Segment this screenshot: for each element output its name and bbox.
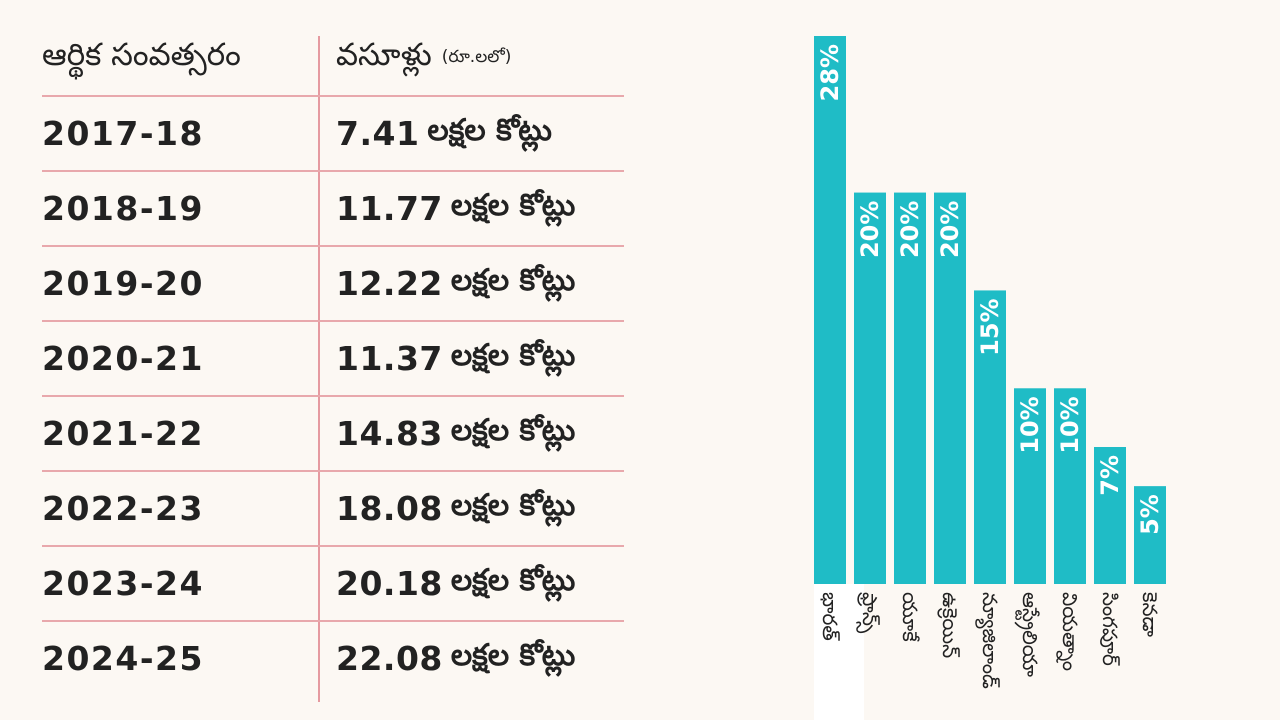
row-amount-value: 11.77	[336, 189, 443, 228]
header-collections-label: వసూళ్లు	[336, 37, 432, 73]
row-divider	[42, 469, 624, 472]
header-collections: వసూళ్లు (రూ.లలో)	[336, 22, 511, 95]
column-divider	[318, 36, 320, 702]
category-label: సింగపూర్	[1098, 592, 1122, 666]
row-divider	[42, 319, 624, 322]
bar-value-label: 5%	[1136, 494, 1164, 535]
row-divider	[42, 619, 624, 622]
category-label: న్యూజిలాండ్	[975, 592, 1002, 689]
row-amount: 20.18 లక్షల కోట్లు	[336, 547, 575, 620]
row-amount: 11.77 లక్షల కోట్లు	[336, 172, 575, 245]
row-year: 2019-20	[42, 264, 204, 303]
row-amount-value: 20.18	[336, 564, 443, 603]
row-amount-unit: లక్షల కోట్లు	[450, 487, 576, 523]
bar-2	[854, 192, 886, 585]
bar-8	[1094, 447, 1126, 584]
bar-value-label: 10%	[1016, 396, 1044, 453]
row-amount-unit: లక్షల కోట్లు	[450, 637, 576, 673]
bar-3	[894, 192, 926, 585]
table-row: 2023-24 20.18 లక్షల కోట్లు	[40, 547, 624, 622]
row-amount-unit: లక్షల కోట్లు	[450, 562, 576, 598]
category-label: వియత్నాం	[1056, 592, 1082, 671]
row-year: 2018-19	[42, 189, 204, 228]
bar-value-label: 20%	[856, 201, 884, 258]
bar-value-label: 7%	[1096, 455, 1124, 496]
header-unit-note: (రూ.లలో)	[441, 46, 512, 67]
table-header-row: ఆర్థిక సంవత్సరం వసూళ్లు (రూ.లలో)	[40, 22, 624, 97]
row-year: 2024-25	[42, 639, 204, 678]
table-row: 2018-19 11.77 లక్షల కోట్లు	[40, 172, 624, 247]
category-label: కెనడా	[1138, 592, 1162, 637]
bar-5	[974, 290, 1006, 584]
row-year: 2021-22	[42, 414, 204, 453]
collections-table: ఆర్థిక సంవత్సరం వసూళ్లు (రూ.లలో) 2017-18…	[40, 22, 624, 702]
bar-6	[1014, 388, 1046, 584]
row-amount: 22.08 లక్షల కోట్లు	[336, 622, 575, 695]
bar-value-label: 28%	[816, 44, 844, 101]
row-amount-value: 12.22	[336, 264, 443, 303]
row-year: 2017-18	[42, 114, 204, 153]
table-row: 2019-20 12.22 లక్షల కోట్లు	[40, 247, 624, 322]
highlight-column	[814, 584, 864, 720]
row-divider	[42, 244, 624, 247]
row-amount: 12.22 లక్షల కోట్లు	[336, 247, 575, 320]
row-divider	[42, 169, 624, 172]
row-amount-value: 11.37	[336, 339, 443, 378]
category-label: భారత్	[818, 592, 842, 641]
row-amount-unit: లక్షల కోట్లు	[450, 187, 576, 223]
row-amount-unit: లక్షల కోట్లు	[450, 337, 576, 373]
row-divider	[42, 394, 624, 397]
row-amount: 7.41 లక్షల కోట్లు	[336, 97, 552, 170]
row-amount: 11.37 లక్షల కోట్లు	[336, 322, 575, 395]
row-amount: 14.83 లక్షల కోట్లు	[336, 397, 575, 470]
row-year: 2022-23	[42, 489, 204, 528]
bar-value-label: 20%	[896, 201, 924, 258]
row-year: 2023-24	[42, 564, 204, 603]
category-label: ఫ్రాన్స్	[856, 591, 882, 634]
category-label: యూకే	[898, 592, 922, 642]
bar-chart-svg: 28% భారత్ 20% ఫ్రాన్స్ 20% యూకే 20% ఉక్రెయిన్ 15…	[814, 36, 1166, 720]
table-row: 2024-25 22.08 లక్షల కోట్లు	[40, 622, 624, 697]
tax-rate-bar-chart: 28% భారత్ 20% ఫ్రాన్స్ 20% యూకే 20% ఉక్రెయిన్ 15…	[800, 0, 1200, 720]
header-fiscal-year: ఆర్థిక సంవత్సరం	[42, 37, 241, 73]
category-label: ఆస్ట్రేలియా	[1014, 592, 1042, 677]
bar-4	[934, 192, 966, 585]
table-row: 2021-22 14.83 లక్షల కోట్లు	[40, 397, 624, 472]
row-year: 2020-21	[42, 339, 204, 378]
row-amount-value: 14.83	[336, 414, 443, 453]
row-amount: 18.08 లక్షల కోట్లు	[336, 472, 575, 545]
bar-value-label: 10%	[1056, 396, 1084, 453]
row-amount-unit: లక్షల కోట్లు	[427, 112, 552, 148]
bar-value-label: 15%	[976, 298, 1004, 355]
bar-9	[1134, 486, 1166, 584]
table-row: 2017-18 7.41 లక్షల కోట్లు	[40, 97, 624, 172]
table-row: 2022-23 18.08 లక్షల కోట్లు	[40, 472, 624, 547]
table-row: 2020-21 11.37 లక్షల కోట్లు	[40, 322, 624, 397]
row-amount-unit: లక్షల కోట్లు	[450, 262, 576, 298]
category-label: ఉక్రెయిన్	[937, 592, 962, 658]
row-amount-value: 18.08	[336, 489, 443, 528]
bar-7	[1054, 388, 1086, 584]
bar-value-label: 20%	[936, 201, 964, 258]
row-divider	[42, 544, 624, 547]
row-amount-unit: లక్షల కోట్లు	[450, 412, 576, 448]
bar-1	[814, 36, 846, 584]
row-amount-value: 7.41	[336, 114, 420, 153]
row-divider	[42, 94, 624, 97]
row-amount-value: 22.08	[336, 639, 443, 678]
